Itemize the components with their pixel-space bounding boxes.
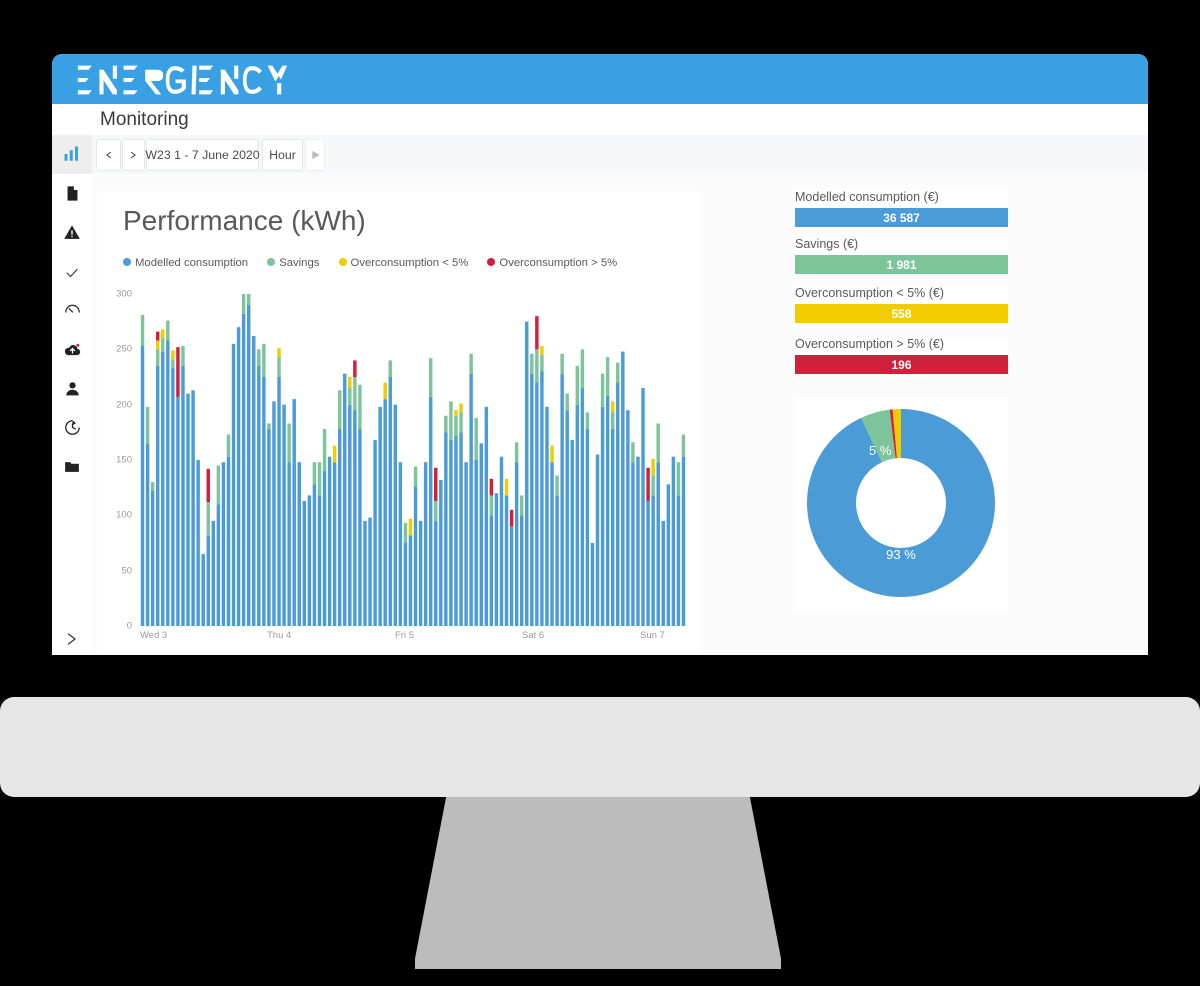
svg-text:93 %: 93 % xyxy=(886,547,916,562)
svg-text:5 %: 5 % xyxy=(869,443,892,458)
